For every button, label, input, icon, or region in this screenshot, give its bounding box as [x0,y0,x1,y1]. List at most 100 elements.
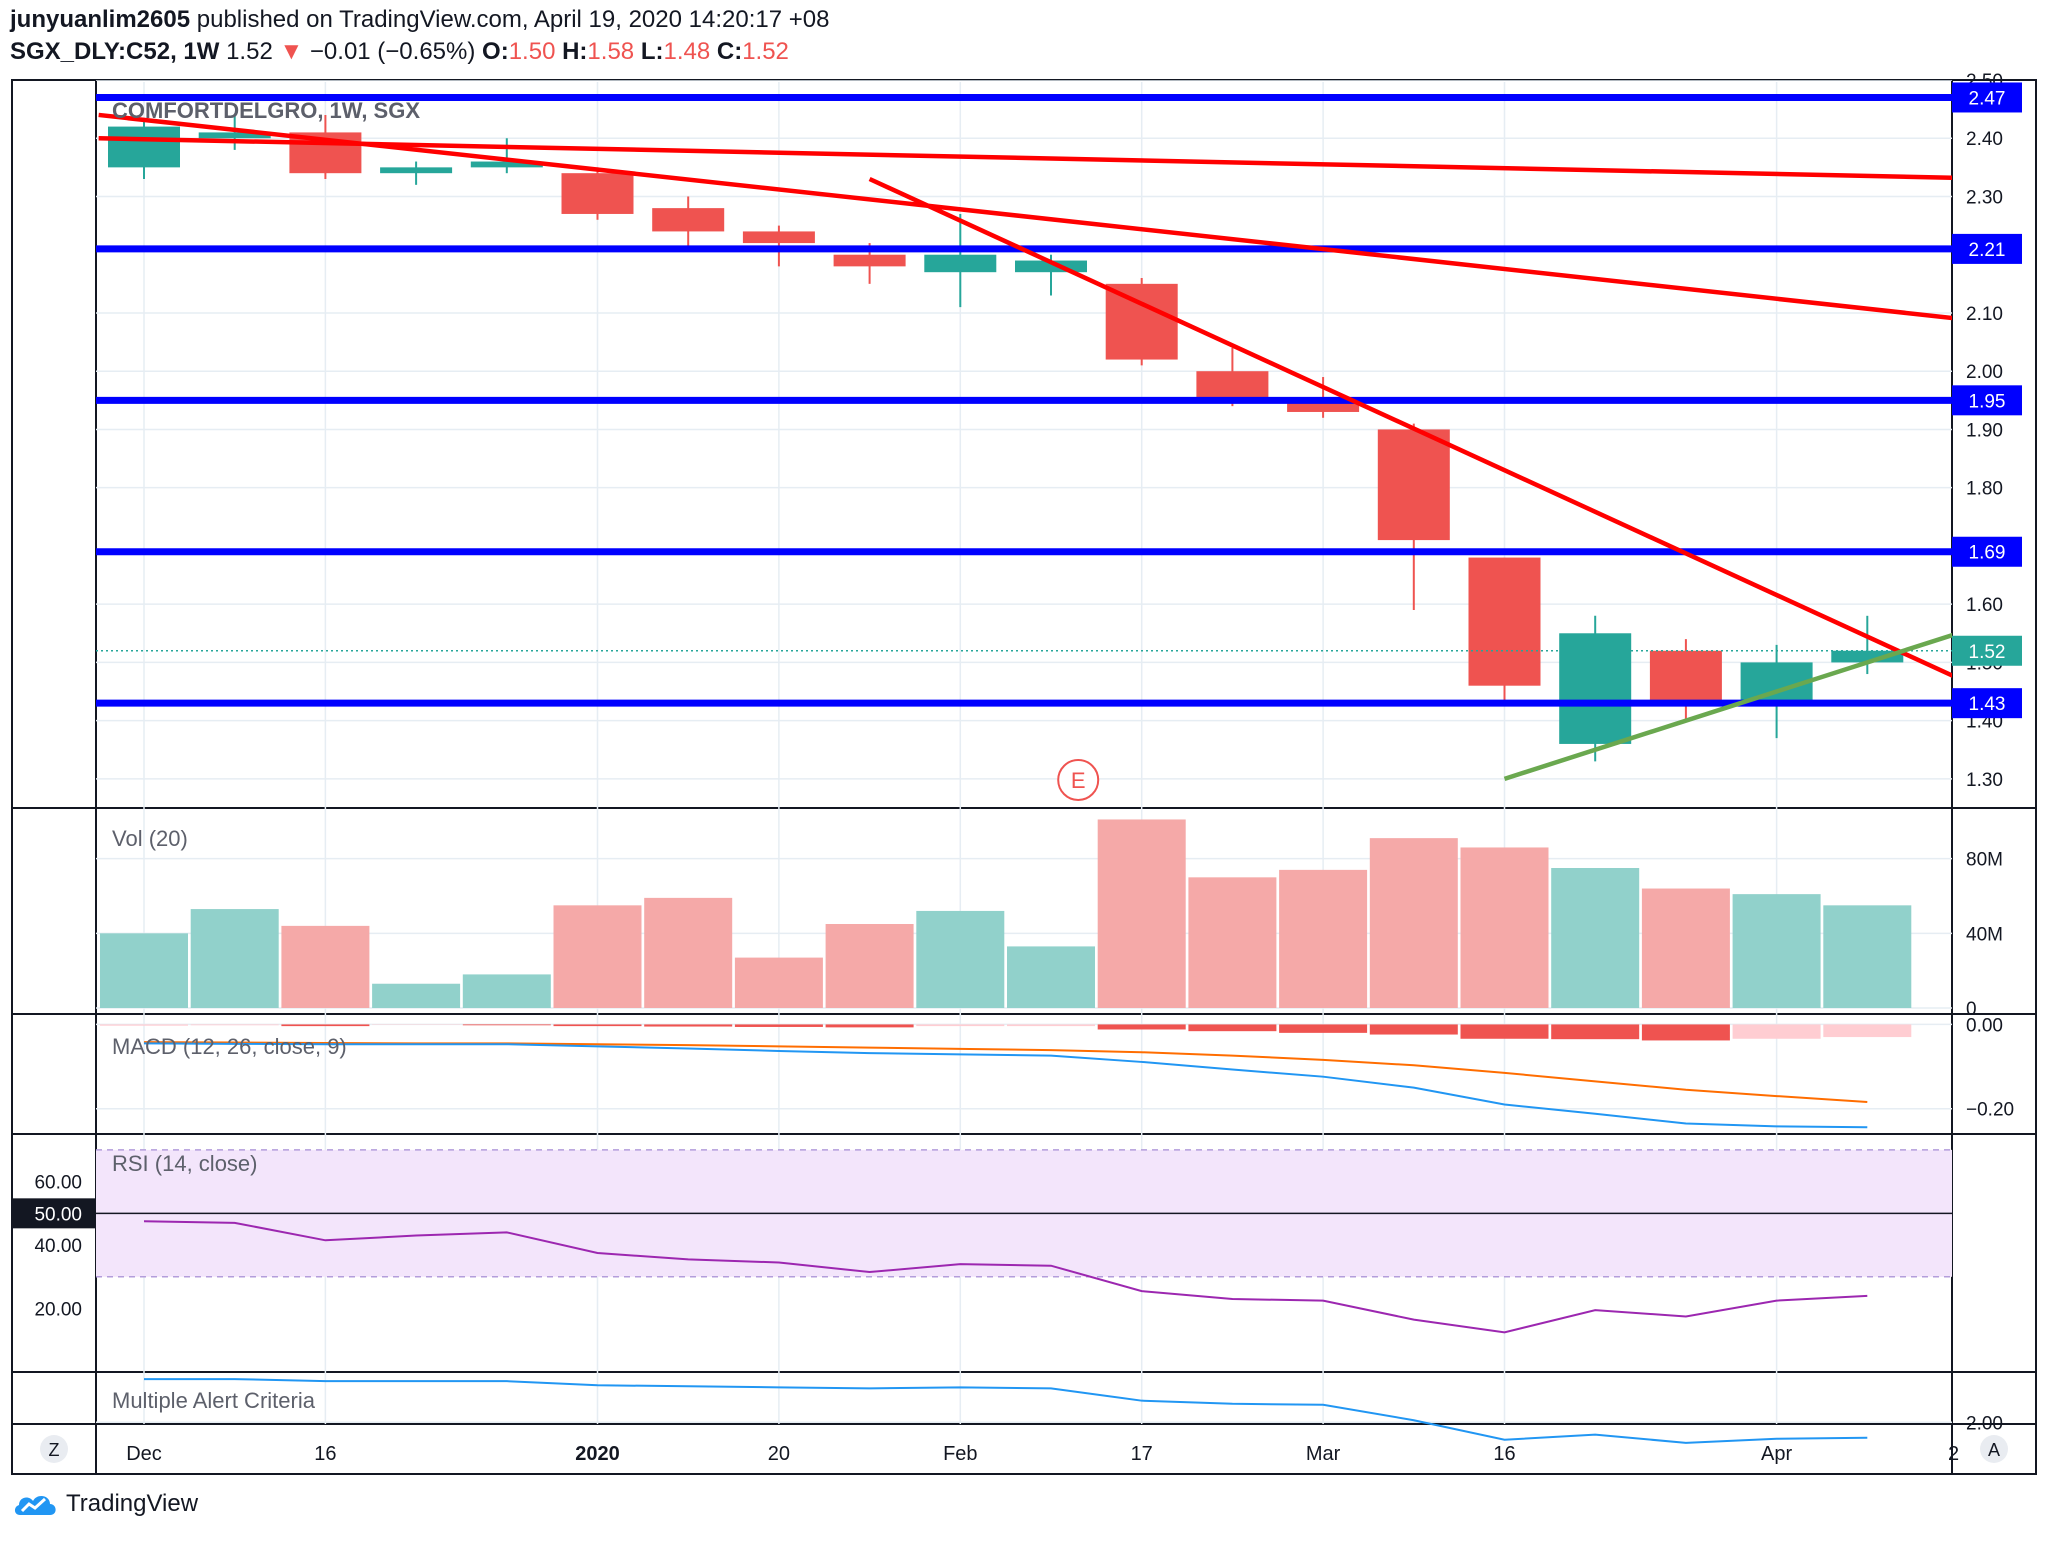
candle-down [1196,371,1269,401]
alert-criteria-line [144,1378,1868,1444]
down-arrow-icon: ▼ [279,38,304,65]
candle-up [380,167,453,174]
alert-pane-title: Multiple Alert Criteria [112,1388,316,1413]
time-axis-label: Mar [1306,1443,1341,1465]
volume-bar [100,933,188,1008]
candle-up [108,126,180,168]
macd-histogram-bar [734,1024,823,1027]
price-tick-label: 1.90 [1966,420,2003,441]
level-price-tag [1952,233,2022,264]
rsi-tick-label: 20.00 [34,1300,82,1321]
volume-bar [1279,869,1368,1008]
level-price-label: 1.43 [1969,694,2006,715]
macd-histogram-bar [1551,1024,1640,1040]
level-price-tag [1952,385,2022,416]
macd-histogram-bar [1188,1024,1277,1032]
level-price-label: 1.95 [1969,391,2006,412]
time-axis-label: 20 [768,1443,790,1465]
earnings-event-label: E [1071,768,1086,793]
macd-histogram-bar [825,1024,914,1028]
macd-histogram-bar [1279,1024,1368,1033]
zoom-button[interactable]: Z [40,1435,68,1463]
time-axis-label: 16 [1493,1443,1515,1465]
volume-bar [1097,819,1186,1008]
macd-histogram-bar [1460,1024,1549,1039]
auto-scale-button[interactable]: A [1980,1435,2008,1463]
symbol-name[interactable]: SGX_DLY:C52, 1W [10,38,220,65]
macd-histogram-bar [1732,1024,1821,1039]
last-price-tag [1952,635,2022,666]
macd-histogram-bar [1007,1024,1095,1027]
macd-histogram-bar [190,1024,279,1026]
volume-bar [372,983,461,1008]
volume-pane-title: Vol (20) [112,826,188,851]
volume-tick-label: 40M [1966,924,2003,945]
time-axis-label: 2020 [575,1443,620,1465]
ohlc-open-label: O: [482,38,509,65]
ohlc-close-label: C: [716,38,743,65]
rsi-line [143,1220,1868,1334]
candle-down [1649,650,1722,704]
volume-bar [1188,877,1277,1008]
candle-up [1015,260,1087,273]
last-price-label: 1.52 [1969,642,2006,663]
volume-bar [462,974,551,1008]
auto-scale-button-bg [1980,1435,2008,1463]
last-price-text: 1.52 [226,38,273,65]
auto-scale-button-label: A [1988,1440,2000,1460]
candle-down [1287,400,1360,412]
macd-histogram-bar [1823,1024,1912,1038]
volume-bar [190,909,279,1008]
time-axis-label: 17 [1131,1443,1153,1465]
volume-tick-label: 0 [1966,999,1977,1020]
level-price-label: 1.69 [1969,543,2006,564]
level-price-tag [1952,536,2022,567]
ohlc-low-label: L: [640,38,664,65]
macd-histogram-bar [1641,1024,1730,1041]
trendline-green [1503,632,1952,782]
volume-bar [553,905,642,1008]
time-axis-label: 16 [314,1443,336,1465]
rsi-pane-title: RSI (14, close) [112,1151,258,1176]
price-tick-label: 2.10 [1966,304,2003,325]
candle-down [561,173,634,214]
ohlc-high-label: H: [562,38,588,65]
volume-bar [916,910,1005,1008]
candle-up [470,161,543,168]
price-tick-label: 2.00 [1966,362,2003,383]
volume-bar [1641,888,1730,1008]
level-price-label: 2.21 [1969,240,2006,261]
volume-bar [734,957,823,1008]
candle-down [1105,283,1178,360]
author-name[interactable]: junyuanlim2605 [10,6,191,33]
macd-histogram-bar [462,1024,551,1026]
ohlc-open-value: 1.50 [508,38,556,65]
candle-up [198,132,271,139]
macd-histogram-bar [553,1024,642,1027]
volume-bar [644,897,733,1008]
volume-bar [1732,894,1821,1008]
tradingview-logo[interactable]: TradingView [12,1490,198,1518]
volume-bar [1460,847,1549,1008]
price-tick-label: 1.30 [1966,770,2003,791]
volume-bar [1007,946,1095,1008]
price-tick-label: 1.80 [1966,479,2003,500]
alert-tick-label: 2.00 [1966,1413,2003,1434]
macd-histogram-bar [916,1024,1005,1027]
publish-line: junyuanlim2605 published on TradingView.… [10,6,829,34]
zoom-button-bg [40,1435,68,1463]
trendline-red [98,135,1952,180]
ohlc-high-value: 1.58 [587,38,635,65]
level-price-tag [1952,688,2022,719]
volume-tick-label: 80M [1966,850,2003,871]
trendline-red [868,176,1952,678]
price-pane [96,80,1952,782]
macd-histogram-bar [100,1024,188,1026]
time-axis-label: Dec [126,1443,162,1465]
volume-bar [281,925,370,1008]
volume-bar [825,924,914,1008]
time-axis-label: 2 [1948,1443,1959,1465]
price-tick-label: 2.40 [1966,129,2003,150]
published-text: published on TradingView.com, April 19, … [196,6,830,33]
